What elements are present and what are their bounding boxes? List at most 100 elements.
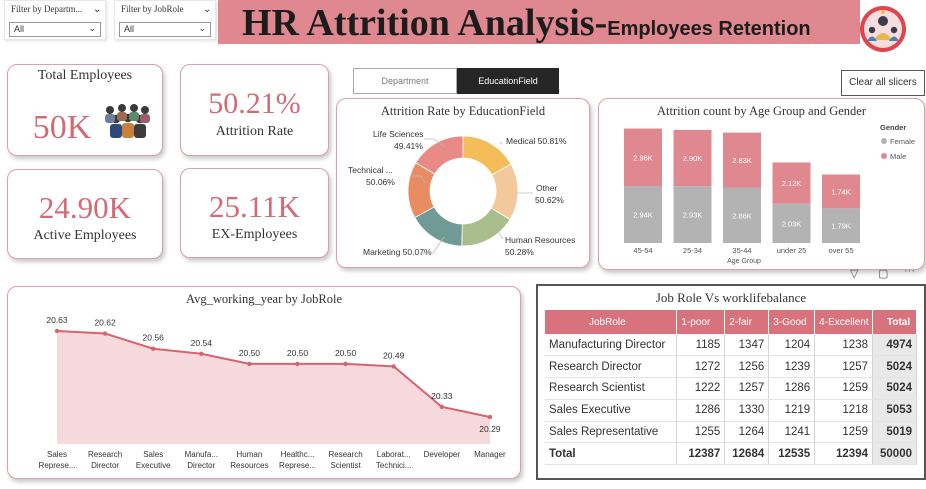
active-employees-card: 24.90K Active Employees (7, 169, 163, 259)
cell-total-excellent: 12394 (814, 442, 873, 466)
cell-poor: 1222 (676, 377, 726, 400)
jobrole-tick-label: Technici... (376, 461, 412, 470)
total-employees-card: Total Employees 50K (7, 64, 163, 156)
chevron-down-icon[interactable]: ⌄ (203, 4, 212, 15)
active-employees-label: Active Employees (33, 228, 137, 243)
donut-slice-life-sciences[interactable] (415, 135, 464, 175)
cell-jobrole: Research Director (545, 355, 678, 379)
filter-icon[interactable]: ▽ (850, 268, 859, 280)
cell-poor: 1185 (676, 334, 726, 357)
data-point[interactable] (391, 364, 396, 369)
data-point[interactable] (199, 351, 204, 356)
cell-good: 1219 (768, 399, 816, 422)
data-point[interactable] (247, 361, 252, 367)
jobrole-filter[interactable]: Filter by JobRole ⌄ All ⌄ (114, 0, 216, 40)
department-filter[interactable]: Filter by Departm... ⌄ All ⌄ (4, 0, 106, 40)
working-year-chart-card: Avg_working_year by JobRole 20.63 Sales Re… (7, 286, 521, 479)
title-banner: HR Attrition Analysis-Employees Retentio… (218, 0, 860, 44)
cell-excellent: 1257 (814, 355, 873, 379)
cell-good: 1204 (768, 334, 816, 357)
bar-female-under 25[interactable] (772, 203, 811, 243)
jobrole-tick-label: Represe... (39, 461, 76, 470)
attrition-rate-label: Attrition Rate (215, 124, 294, 139)
more-options-icon[interactable]: ··· (904, 265, 915, 277)
gender-legend-title: Gender (880, 123, 906, 132)
jobrole-tick-label: Healthc... (281, 450, 315, 459)
bar-female-25-34[interactable] (673, 186, 712, 243)
table-row: Research Scientist 1222 1257 1286 1259 5… (545, 377, 917, 400)
bar-male-45-54[interactable] (624, 128, 662, 186)
age-gender-chart-card: Attrition count by Age Group and Gender … (598, 98, 925, 270)
job-role-table: JobRole 1-poor 2-fair 3-Good 4-Excellent… (545, 310, 917, 466)
data-point[interactable] (102, 331, 108, 336)
donut-chart: Medical 50.81% Other 50.62% Human Resour… (348, 129, 575, 257)
tab-education-field[interactable]: EducationField (457, 68, 559, 94)
area-chart: 20.63 Sales Represe... 20.62 Research Directo… (39, 315, 506, 470)
data-point[interactable] (295, 361, 300, 367)
header-jobrole[interactable]: JobRole (545, 310, 678, 334)
table-row: Sales Executive 1286 1330 1219 1218 5053 (545, 399, 917, 422)
table-row: Research Director 1272 1256 1239 1257 50… (545, 355, 917, 379)
tab-department[interactable]: Department (353, 68, 457, 94)
bar-female-45-54[interactable] (624, 185, 662, 243)
header-good[interactable]: 3-Good (768, 310, 816, 334)
ex-employees-label: EX-Employees (211, 227, 298, 242)
data-point[interactable] (343, 361, 348, 367)
label-life-sciences: Life Sciences (373, 129, 424, 139)
data-point[interactable] (151, 346, 156, 351)
label-other: Other (536, 183, 557, 193)
chevron-down-icon[interactable]: ⌄ (93, 4, 102, 15)
focus-mode-icon[interactable]: ▢ (878, 268, 889, 280)
jobrole-tick-label: Laborat... (377, 450, 411, 459)
bar-male-over 55[interactable] (822, 174, 860, 209)
cell-jobrole: Research Scientist (545, 377, 678, 400)
data-point[interactable] (439, 404, 444, 410)
clear-all-slicers-button[interactable]: Clear all slicers (841, 70, 925, 96)
age-gender-chart-title: Attrition count by Age Group and Gender (657, 104, 866, 118)
bar-male-35-44[interactable] (723, 132, 761, 188)
header-fair[interactable]: 2-fair (724, 310, 770, 334)
jobrole-tick-label: Director (91, 461, 119, 470)
cell-jobrole: Manufacturing Director (545, 334, 678, 357)
cell-good: 1286 (768, 377, 816, 400)
bar-female-35-44[interactable] (723, 187, 761, 243)
header-poor[interactable]: 1-poor (676, 310, 726, 334)
attrition-rate-value: 50.21% (208, 87, 301, 120)
label-technical-value: 50.06% (366, 177, 395, 187)
bar-label-male: 2.96K (633, 153, 653, 162)
department-filter-select[interactable]: All ⌄ (9, 22, 101, 37)
education-field-chart-card: Attrition Rate by EducationField Medical… (336, 98, 590, 268)
cell-good: 1239 (768, 355, 816, 379)
jobrole-filter-select[interactable]: All ⌄ (119, 22, 211, 37)
job-role-table-title: Job Role Vs worklifebalance (655, 290, 807, 305)
table-row: Sales Representative 1255 1264 1241 1259… (545, 421, 917, 444)
table-total-row: Total 12387 12684 12535 12394 50000 (545, 442, 917, 466)
header-total[interactable]: Total (872, 310, 917, 334)
jobrole-tick-label: Represe... (279, 461, 316, 470)
bar-male-25-34[interactable] (673, 129, 712, 187)
jobrole-tick-label: Scientist (330, 461, 361, 470)
legend-female: Female (890, 137, 915, 146)
cell-fair: 1264 (724, 421, 770, 444)
label-human-resources-value: 50.28% (505, 247, 534, 257)
ex-employees-card: 25.11K EX-Employees (180, 168, 329, 258)
data-point[interactable] (54, 328, 60, 334)
job-role-table-card: Job Role Vs worklifebalance JobRole 1-po… (536, 284, 926, 480)
cell-total: 5024 (872, 377, 917, 400)
jobrole-tick-label: Developer (424, 450, 461, 459)
bar-male-under 25[interactable] (772, 162, 811, 204)
cell-total-poor: 12387 (676, 442, 726, 466)
cell-total: 5019 (872, 421, 917, 444)
bar-label-male: 1.74K (831, 187, 851, 196)
data-label: 20.50 (335, 348, 357, 358)
label-medical: Medical 50.81% (506, 136, 567, 146)
visual-header-toolbar: ▽ ▢ ··· (848, 265, 926, 283)
cell-excellent: 1259 (814, 421, 873, 444)
header-excellent[interactable]: 4-Excellent (814, 310, 873, 334)
bar-female-over 55[interactable] (822, 208, 860, 243)
legend-female-marker (881, 138, 887, 144)
data-point[interactable] (487, 414, 493, 420)
data-label: 20.54 (191, 338, 213, 348)
jobrole-tick-label: Research (88, 450, 122, 459)
jobrole-filter-label: Filter by JobRole (121, 4, 184, 14)
